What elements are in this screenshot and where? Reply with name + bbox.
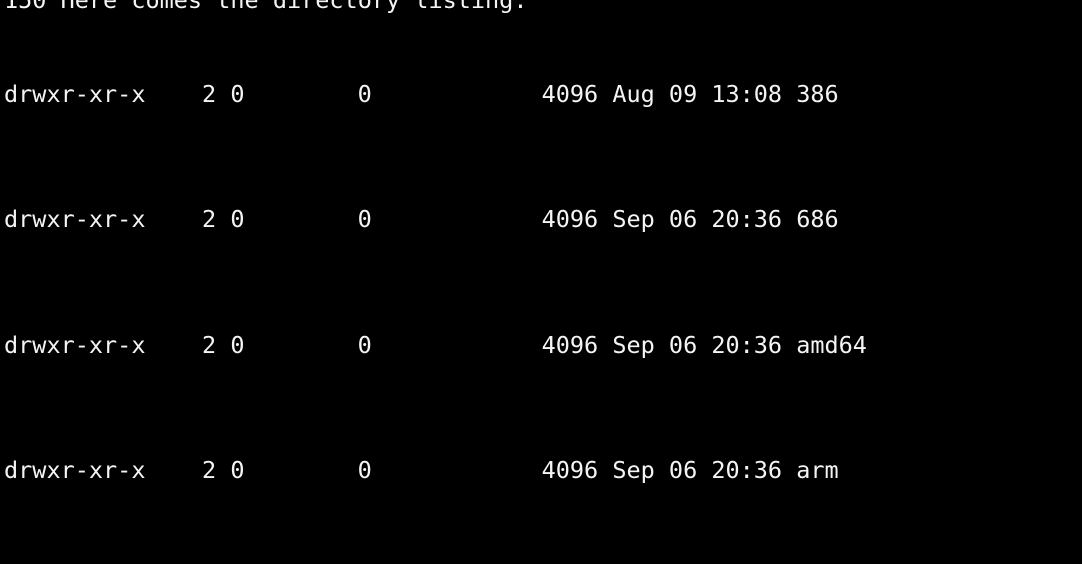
group-and-size-columns: 0 4096 xyxy=(358,79,599,110)
modified-time: 20:36 xyxy=(711,205,783,234)
directory-listing-row: drwxr-xr-x 2 0 0 4096 Sep 06 20:36 arm xyxy=(4,455,966,486)
hard-link-count: 2 xyxy=(202,80,217,109)
modified-time: 13:08 xyxy=(711,80,783,109)
owner-uid: 0 xyxy=(230,456,245,485)
group-and-size-columns: 0 4096 xyxy=(358,204,599,235)
file-permissions: drwxr-xr-x xyxy=(4,330,146,359)
modified-date: Sep 06 xyxy=(612,330,698,359)
file-permissions: drwxr-xr-x xyxy=(4,205,146,234)
group-gid: 0 xyxy=(357,330,372,359)
group-and-size-columns: 0 4096 xyxy=(358,330,599,361)
file-size: 4096 xyxy=(541,456,599,485)
group-gid: 0 xyxy=(357,456,372,485)
file-name: amd64 xyxy=(796,330,867,359)
directory-listing-row: drwxr-xr-x 2 0 0 4096 Sep 06 20:36 amd64 xyxy=(4,330,966,361)
modified-time: 20:36 xyxy=(711,330,783,359)
ftp-response-150: 150 Here comes the directory listing. xyxy=(4,0,528,14)
modified-date: Aug 09 xyxy=(612,80,698,109)
modified-date: Sep 06 xyxy=(612,205,698,234)
file-size: 4096 xyxy=(541,205,599,234)
file-size: 4096 xyxy=(541,330,599,359)
owner-uid: 0 xyxy=(230,205,245,234)
file-permissions: drwxr-xr-x xyxy=(4,80,146,109)
owner-uid: 0 xyxy=(230,80,245,109)
group-and-size-columns: 0 4096 xyxy=(358,455,599,486)
ftp-directory-listing: 150 Here comes the directory listing. dr… xyxy=(4,0,966,564)
modified-date: Sep 06 xyxy=(612,456,698,485)
directory-listing-row: drwxr-xr-x 2 0 0 4096 Aug 09 13:08 386 xyxy=(4,79,966,110)
directory-listing-rows: drwxr-xr-x 2 0 0 4096 Aug 09 13:08 386 drwxr-xr… xyxy=(4,16,966,564)
file-permissions: drwxr-xr-x xyxy=(4,456,146,485)
hard-link-count: 2 xyxy=(202,205,217,234)
file-size: 4096 xyxy=(541,80,599,109)
file-name: 686 xyxy=(796,205,839,234)
hard-link-count: 2 xyxy=(202,330,217,359)
group-gid: 0 xyxy=(357,205,372,234)
file-name: 386 xyxy=(796,80,839,109)
owner-uid: 0 xyxy=(230,330,245,359)
directory-listing-row: drwxr-xr-x 2 0 0 4096 Sep 06 20:36 686 xyxy=(4,204,966,235)
group-gid: 0 xyxy=(357,80,372,109)
modified-time: 20:36 xyxy=(711,456,783,485)
file-name: arm xyxy=(796,456,839,485)
hard-link-count: 2 xyxy=(202,456,217,485)
